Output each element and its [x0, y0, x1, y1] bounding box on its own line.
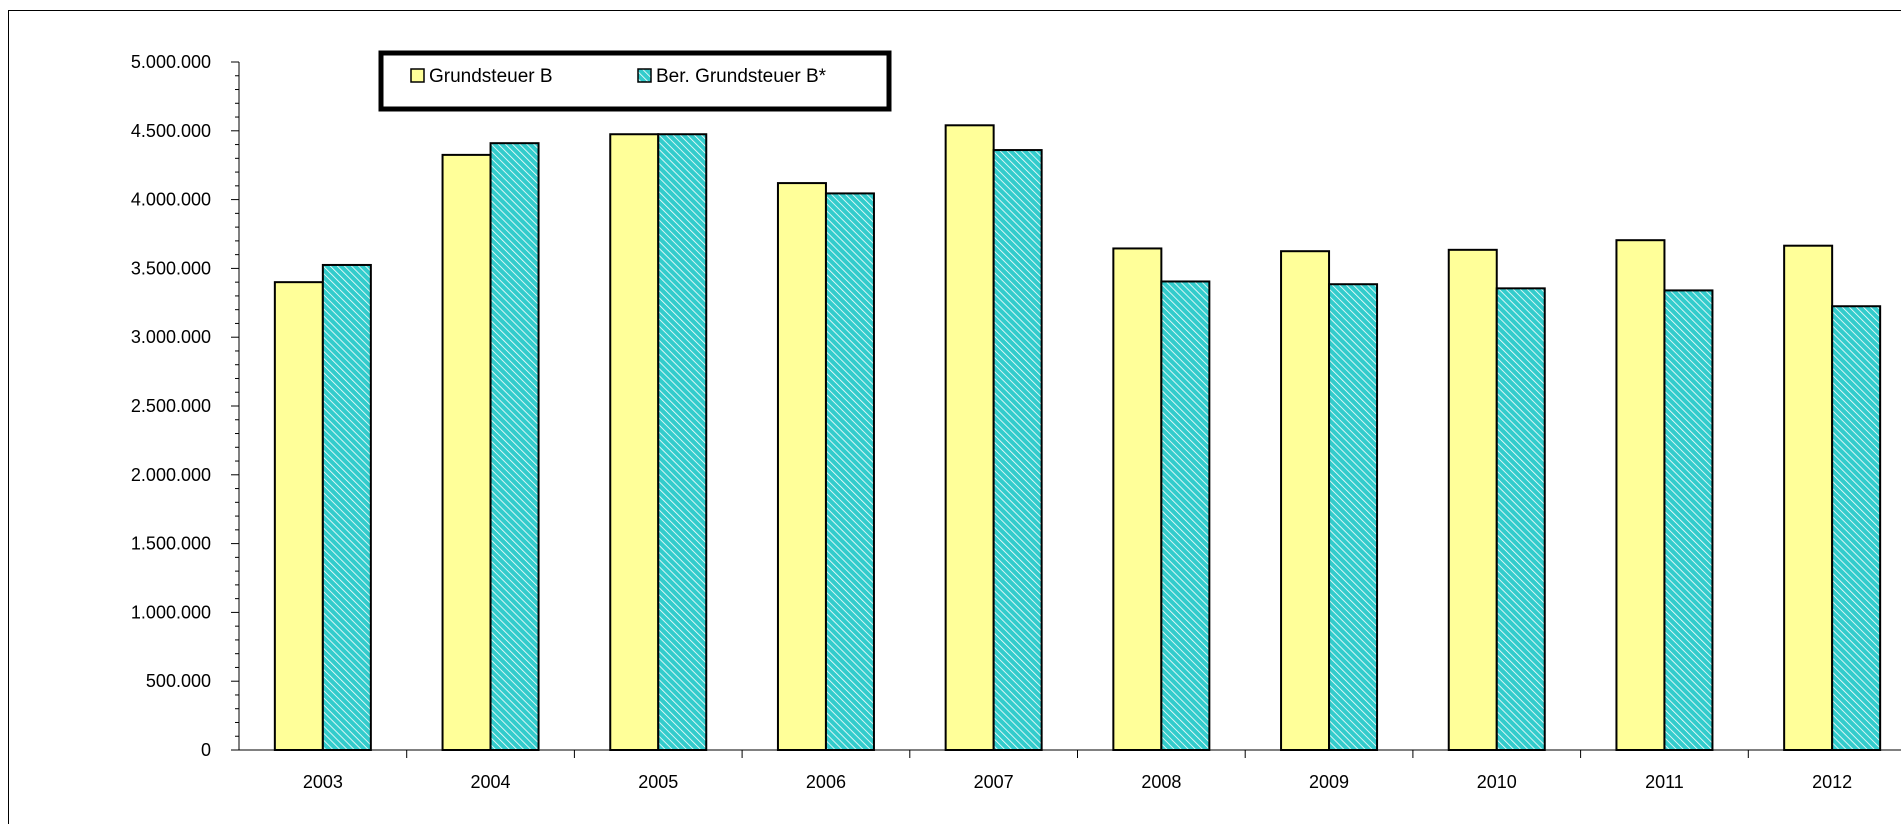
x-tick-label: 2010	[1477, 772, 1517, 792]
x-tick-label: 2006	[806, 772, 846, 792]
bar-grundsteuer-b	[1783, 244, 1834, 751]
y-tick-label: 3.000.000	[131, 327, 211, 347]
y-tick-label: 2.500.000	[131, 396, 211, 416]
x-tick-label: 2003	[303, 772, 343, 792]
bar-grundsteuer-b	[1280, 250, 1331, 751]
x-tick-label: 2011	[1645, 772, 1684, 792]
x-tick-label: 2012	[1812, 772, 1852, 792]
bar-ber-grundsteuer-b	[1495, 287, 1546, 751]
x-tick-label: 2004	[471, 772, 511, 792]
bar-ber-grundsteuer-b	[1831, 305, 1882, 751]
bar-ber-grundsteuer-b	[321, 263, 372, 751]
y-axis: 0 500.000 1.000.000 1.500.000 2.000.000 2.500…	[131, 52, 240, 760]
legend-label-ber-grundsteuer-b: Ber. Grundsteuer B*	[656, 66, 827, 87]
bar-ber-grundsteuer-b	[489, 142, 540, 751]
bar-grundsteuer-b	[1112, 247, 1163, 751]
bar-grundsteuer-b	[1615, 239, 1666, 752]
x-tick-label: 2005	[638, 772, 678, 792]
bar-ber-grundsteuer-b	[824, 192, 875, 751]
legend-box	[378, 50, 892, 112]
y-tick-label: 5.000.000	[131, 52, 211, 72]
bars	[273, 124, 1882, 752]
bar-ber-grundsteuer-b	[992, 149, 1043, 751]
legend: Grundsteuer B Ber. Grundsteuer B*	[378, 50, 892, 112]
y-tick-label: 1.000.000	[131, 602, 211, 622]
bar-ber-grundsteuer-b	[657, 133, 708, 752]
bar-ber-grundsteuer-b	[1160, 280, 1211, 751]
bar-grundsteuer-b	[273, 281, 324, 751]
chart-frame	[8, 10, 1901, 824]
y-tick-label: 4.000.000	[131, 190, 211, 210]
y-tick-label: 3.500.000	[131, 258, 211, 278]
bar-grundsteuer-b	[609, 133, 660, 752]
bar-ber-grundsteuer-b	[1663, 289, 1714, 751]
bar-ber-grundsteuer-b	[1328, 283, 1379, 751]
legend-swatch-ber-grundsteuer-b	[637, 68, 652, 83]
bar-grundsteuer-b	[1447, 248, 1498, 751]
y-tick-label: 0	[201, 740, 211, 760]
x-axis: 2003 2004 2005 2006 2007 2008 2009 2010 2011 2012	[239, 749, 1901, 792]
y-tick-label: 2.000.000	[131, 465, 211, 485]
y-tick-label: 500.000	[146, 671, 211, 691]
y-tick-label: 4.500.000	[131, 121, 211, 141]
x-tick-label: 2007	[974, 772, 1014, 792]
legend-swatch-grundsteuer-b	[410, 68, 425, 83]
bar-grundsteuer-b	[776, 182, 827, 751]
legend-label-grundsteuer-b: Grundsteuer B	[429, 66, 553, 87]
x-tick-label: 2009	[1309, 772, 1349, 792]
bar-grundsteuer-b	[441, 153, 492, 751]
y-tick-label: 1.500.000	[131, 534, 211, 554]
bar-grundsteuer-b	[944, 124, 995, 751]
x-tick-label: 2008	[1141, 772, 1181, 792]
